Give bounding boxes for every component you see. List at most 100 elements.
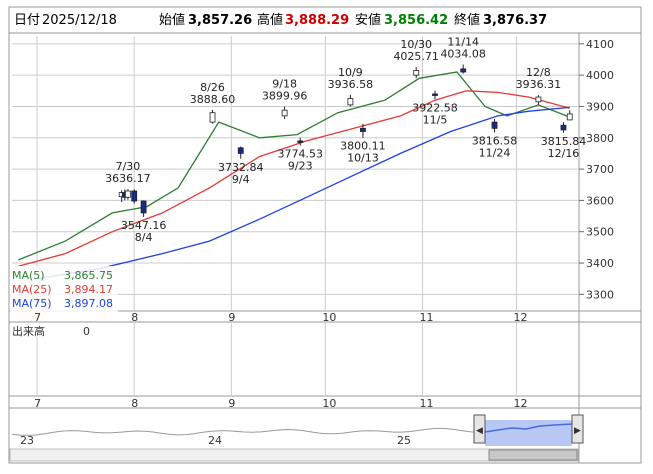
price-annotation: 12/8 — [526, 66, 551, 79]
price-tick-label: 4100 — [586, 38, 614, 51]
ma5-label: MA(5) — [12, 269, 45, 282]
price-annotation: 9/4 — [232, 173, 250, 186]
price-annotation: 10/9 — [338, 66, 363, 79]
month-tick-label: 8 — [131, 311, 138, 324]
price-annotation: 9/23 — [288, 160, 313, 173]
moving-average-lines — [18, 71, 570, 280]
volume-legend: 出来高 0 — [10, 323, 92, 338]
price-annotation: 11/5 — [423, 113, 448, 126]
candle-body — [360, 127, 366, 132]
candle-body — [140, 200, 147, 214]
ma25-label: MA(25) — [12, 283, 52, 296]
price-annotation: 10/13 — [347, 152, 379, 165]
candle-body — [432, 93, 438, 96]
grid-lines — [12, 36, 579, 396]
candle-body — [209, 112, 216, 123]
price-annotation: 3774.53 — [278, 148, 324, 161]
ma-legend-box — [10, 266, 118, 312]
price-annotation: 3547.16 — [121, 219, 167, 232]
price-tick-label: 4000 — [586, 69, 614, 82]
navigator-left-arrow: ◀ — [476, 426, 483, 436]
navigator-scrollbar-thumb[interactable] — [488, 449, 578, 461]
candle-body — [566, 113, 573, 121]
candle-body — [560, 124, 567, 131]
volume-month-tick-label: 9 — [228, 397, 235, 410]
price-annotation: 3816.58 — [472, 135, 518, 148]
high-label: 高値 — [257, 12, 283, 28]
low-label: 安値 — [355, 12, 381, 28]
volume-label: 出来高 — [12, 324, 45, 338]
price-annotation: 4025.71 — [393, 50, 439, 63]
price-annotation: 3800.11 — [340, 140, 386, 153]
high-value: 3,888.29 — [285, 13, 349, 28]
volume-month-tick-label: 7 — [34, 397, 41, 410]
price-annotation: 3936.31 — [516, 78, 562, 91]
price-annotation: 9/18 — [272, 77, 297, 90]
price-annotation: 3936.58 — [328, 78, 374, 91]
volume-month-tick-label: 11 — [419, 397, 433, 410]
date-label: 日付 — [14, 13, 40, 28]
price-annotation: 7/30 — [116, 160, 141, 173]
candle-body — [535, 96, 542, 103]
navigator-selection[interactable] — [485, 420, 572, 446]
candle-body — [460, 68, 467, 73]
price-tick-label: 3400 — [586, 257, 614, 270]
price-tick-label: 3800 — [586, 132, 614, 145]
price-axis-ticks: 3300 3400 3500 3600 3700 3800 3900 4000 4100 — [579, 38, 614, 301]
price-annotation: 11/14 — [447, 35, 479, 48]
close-label: 終値 — [454, 12, 480, 28]
volume-month-tick-label: 10 — [322, 397, 336, 410]
candle-body — [125, 190, 131, 198]
ma75-value: 3,897.08 — [64, 297, 113, 310]
navigator-year-23: 23 — [20, 434, 34, 447]
volume-month-tick-label: 8 — [131, 397, 138, 410]
price-annotation: 10/30 — [400, 38, 432, 51]
price-tick-label: 3900 — [586, 100, 614, 113]
price-annotation: 3899.96 — [262, 89, 308, 102]
price-annotation: 3888.60 — [190, 93, 236, 106]
ma5-value: 3,865.75 — [64, 269, 113, 282]
price-tick-label: 3700 — [586, 163, 614, 176]
navigator-left-handle[interactable] — [473, 414, 486, 444]
ma-line-ma25 — [18, 90, 570, 267]
month-tick-label: 10 — [322, 311, 336, 324]
price-tick-label: 3600 — [586, 194, 614, 207]
price-tick-label: 3300 — [586, 288, 614, 301]
ma75-label: MA(75) — [12, 297, 52, 310]
navigator-year-24: 24 — [208, 434, 222, 447]
price-annotation: 11/24 — [479, 147, 511, 160]
price-annotation: 8/26 — [200, 81, 225, 94]
ma-legend: MA(5) 3,865.75 MA(25) 3,894.17 MA(75) 3,… — [10, 266, 118, 312]
month-tick-label: 9 — [228, 311, 235, 324]
price-annotation: 3922.58 — [412, 101, 458, 114]
navigator-scrollbar-track[interactable] — [9, 448, 579, 462]
price-annotation: 3636.17 — [105, 172, 151, 185]
price-tick-label: 3500 — [586, 226, 614, 239]
volume-month-tick-label: 12 — [513, 397, 527, 410]
ma-line-ma75 — [36, 106, 570, 280]
price-annotations: 7/303636.173547.168/48/263888.603732.849… — [105, 35, 586, 243]
volume-legend-box — [10, 323, 92, 337]
candle-body — [237, 147, 244, 154]
candle-body — [281, 109, 288, 117]
volume-value: 0 — [83, 325, 90, 338]
candle-body — [347, 98, 354, 106]
range-navigator[interactable]: ◀ ▶ 23 24 25 — [9, 414, 584, 462]
close-value: 3,876.37 — [483, 13, 547, 28]
open-label: 始値 — [159, 12, 185, 28]
price-annotation: 3732.84 — [218, 161, 264, 174]
date-value: 2025/12/18 — [42, 13, 117, 28]
low-value: 3,856.42 — [384, 13, 448, 28]
candle-body — [413, 70, 420, 76]
month-tick-label: 11 — [419, 311, 433, 324]
candle-body — [297, 140, 304, 143]
open-value: 3,857.26 — [188, 13, 252, 28]
price-annotation: 12/16 — [548, 147, 580, 160]
navigator-right-arrow: ▶ — [574, 426, 581, 436]
ohlc-header: 日付 2025/12/18 始値 3,857.26 高値 3,888.29 安値… — [14, 12, 547, 28]
month-tick-label: 7 — [34, 311, 41, 324]
navigator-right-handle[interactable] — [571, 414, 584, 444]
navigator-selection-line — [484, 423, 573, 433]
